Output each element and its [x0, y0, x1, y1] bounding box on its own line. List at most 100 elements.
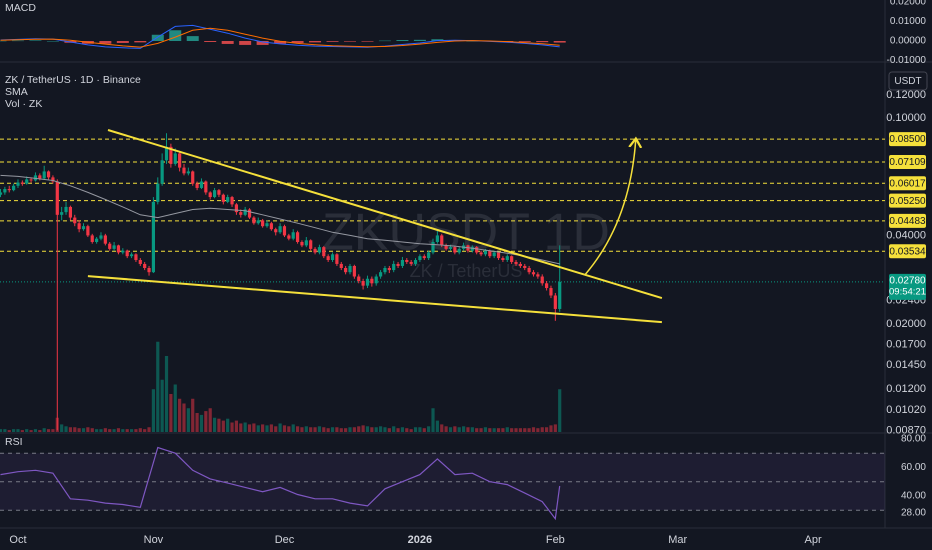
chart-title: ZK / TetherUS · 1D · Binance: [5, 74, 141, 86]
volume-bar: [95, 429, 99, 432]
volume-bar: [191, 398, 195, 432]
candle-body: [282, 226, 287, 236]
macd-histogram-bar: [116, 41, 129, 43]
volume-bar: [143, 429, 147, 432]
candle-body: [518, 263, 522, 266]
candle-body: [212, 190, 217, 198]
volume-bar: [195, 413, 199, 432]
candle-body: [99, 235, 103, 239]
volume-bar: [147, 427, 151, 432]
x-tick-label: Oct: [9, 534, 26, 546]
candle-body: [400, 260, 405, 266]
volume-bar: [169, 394, 173, 432]
y-tick-label: 0.01020: [886, 404, 926, 416]
volume-bar: [103, 428, 107, 432]
watermark: ZKUSDT 1D: [322, 204, 610, 262]
level-label-box: [889, 244, 926, 259]
volume-bar: [309, 427, 313, 432]
sma-label: SMA: [5, 86, 28, 98]
candle-body: [265, 223, 269, 227]
candle-body: [352, 265, 356, 277]
macd-tick-label: 0.01000: [890, 16, 927, 27]
candle-body: [16, 182, 20, 186]
volume-bar: [12, 429, 16, 432]
macd-histogram-bar: [344, 41, 357, 42]
volume-bar: [461, 426, 466, 432]
candle-body: [191, 171, 195, 184]
volume-bar: [313, 427, 317, 432]
candle-body: [121, 250, 125, 253]
volume-bar: [46, 429, 51, 432]
volume-bar: [335, 427, 339, 432]
volume-bar: [164, 356, 169, 432]
volume-bar: [108, 429, 112, 432]
currency-button[interactable]: [888, 71, 928, 91]
volume-bar: [151, 389, 156, 432]
volume-bar: [431, 408, 435, 432]
candle-body: [361, 281, 365, 286]
candle-body: [103, 235, 107, 244]
candle-body: [549, 288, 553, 296]
volume-bar: [448, 427, 453, 432]
candle-body: [42, 171, 46, 179]
candle-body: [427, 252, 431, 259]
volume-bar: [549, 425, 553, 432]
volume-bar: [400, 427, 405, 432]
level-label: 0.04483: [889, 216, 926, 227]
volume-bar: [138, 428, 142, 432]
volume-bar: [51, 429, 55, 432]
volume-bar: [427, 426, 431, 432]
volume-bar: [536, 428, 540, 432]
x-tick-label: Nov: [144, 534, 164, 546]
volume-bar: [418, 427, 422, 432]
macd-histogram-bar: [361, 41, 374, 42]
y-tick-label: 0.10000: [886, 112, 926, 124]
volume-bar: [505, 427, 509, 432]
macd-histogram-bar: [518, 41, 531, 42]
macd-histogram-bar: [239, 41, 252, 45]
candle-body: [68, 206, 73, 218]
macd-histogram-bar: [291, 41, 304, 43]
volume-bar: [16, 429, 20, 432]
volume-bar: [352, 427, 356, 432]
candle-body: [247, 209, 252, 218]
volume-bar: [261, 424, 265, 432]
candle-body: [396, 263, 400, 266]
candle-body: [344, 267, 348, 273]
candle-body: [405, 260, 409, 262]
volume-bar: [339, 428, 343, 432]
volume-bar: [392, 426, 396, 432]
volume-bar: [42, 428, 46, 432]
candle-body: [483, 250, 488, 255]
volume-bar: [212, 417, 217, 432]
macd-histogram-bar: [11, 40, 24, 42]
volume-bar: [99, 429, 103, 432]
currency-label[interactable]: USDT: [894, 76, 921, 87]
candle-body: [413, 260, 418, 264]
volume-bar: [64, 426, 68, 432]
macd-histogram-bar: [99, 41, 112, 44]
sma-line: [0, 174, 560, 265]
volume-bar: [531, 427, 536, 432]
candle-body: [545, 283, 549, 289]
candle-body: [422, 256, 426, 259]
rsi-title: RSI: [5, 436, 23, 448]
volume-bar: [440, 424, 444, 432]
volume-bar: [518, 428, 522, 432]
volume-bar: [291, 424, 295, 432]
volume-bar: [134, 429, 138, 432]
volume-bar: [453, 426, 457, 432]
volume-bar: [81, 428, 86, 432]
price-pane: [0, 129, 885, 432]
candle-body: [112, 245, 116, 249]
level-label-box: [889, 176, 926, 191]
volume-bar: [252, 423, 256, 432]
volume-bar: [488, 428, 492, 432]
candle-body: [3, 189, 7, 193]
candle-body: [383, 267, 387, 273]
volume-bar: [365, 426, 370, 432]
macd-title: MACD: [5, 2, 36, 14]
volume-bar: [466, 427, 470, 432]
